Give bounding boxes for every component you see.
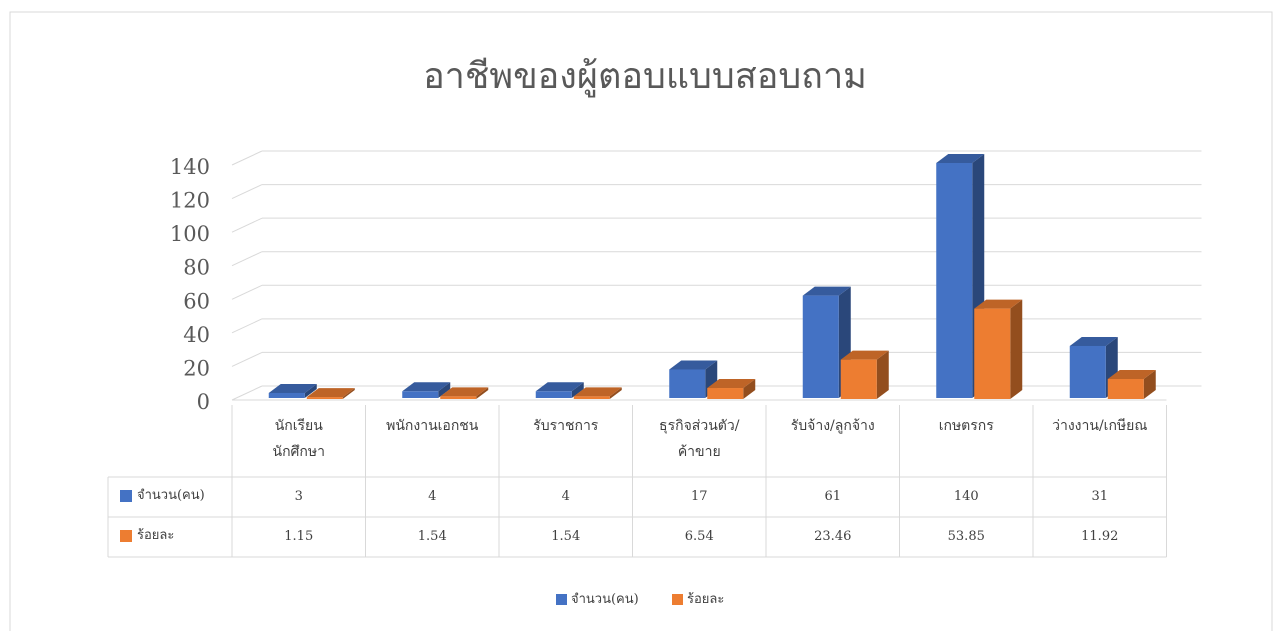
grid-line xyxy=(231,251,263,267)
bar-face xyxy=(840,359,877,399)
bar xyxy=(268,383,317,398)
bar-face xyxy=(402,382,451,392)
bar xyxy=(974,299,1023,399)
bar-face xyxy=(669,360,718,370)
grid-line xyxy=(231,284,263,300)
bar xyxy=(306,388,355,399)
table-series-name: ร้อยละ xyxy=(137,528,175,543)
bar-face xyxy=(438,382,451,398)
table-value: 3 xyxy=(294,489,303,504)
category-label: เกษตรกร xyxy=(938,418,994,434)
bar-face xyxy=(974,308,1011,399)
bar-face xyxy=(743,379,756,399)
bar-face xyxy=(573,396,610,399)
category-label: ว่างงาน/เกษียณ xyxy=(1052,418,1148,434)
bar-face xyxy=(840,350,889,360)
table-value: 23.46 xyxy=(814,529,852,544)
y-tick-label: 80 xyxy=(183,256,210,280)
category-label: นักเรียน นักศึกษา xyxy=(272,418,326,460)
table-value: 6.54 xyxy=(684,529,714,544)
legend-key xyxy=(672,594,683,605)
bar xyxy=(707,379,756,399)
bar-face xyxy=(1107,378,1144,399)
bar-face xyxy=(876,350,889,399)
bar-face xyxy=(304,383,317,398)
bar-face xyxy=(707,388,744,399)
bar-face xyxy=(609,387,622,399)
y-tick-label: 20 xyxy=(183,356,210,380)
bar-face xyxy=(440,387,489,397)
y-tick-label: 60 xyxy=(183,289,210,313)
table-value: 17 xyxy=(690,489,708,504)
table-value: 1.54 xyxy=(417,529,447,544)
bar xyxy=(840,350,889,399)
grid-line xyxy=(231,351,263,367)
grid-line xyxy=(231,318,263,334)
bar-face xyxy=(1107,369,1156,379)
bar-face xyxy=(535,391,572,398)
bar-face xyxy=(476,387,489,399)
bar-face xyxy=(1069,345,1106,398)
chart-title: อาชีพของผู้ตอบแบบสอบถาม xyxy=(423,56,867,98)
bar-face xyxy=(342,388,355,399)
category-label: รับจ้าง/ลูกจ้าง xyxy=(790,418,875,434)
bar xyxy=(1107,369,1156,399)
y-tick-label: 100 xyxy=(170,222,210,246)
table-value: 140 xyxy=(953,489,979,504)
table-series-name: จำนวน(คน) xyxy=(137,488,205,503)
bar-face xyxy=(306,397,343,399)
bar-face xyxy=(268,392,305,398)
table-value: 31 xyxy=(1091,489,1109,504)
legend-key xyxy=(556,594,567,605)
table-value: 1.54 xyxy=(551,529,581,544)
legend-label: ร้อยละ xyxy=(687,592,725,607)
bar-face xyxy=(1069,336,1118,346)
bar-face xyxy=(402,391,439,398)
bar xyxy=(802,286,851,398)
bar-face xyxy=(936,163,973,398)
y-tick-label: 0 xyxy=(197,390,210,414)
bar-face xyxy=(802,295,839,398)
table-legend-key xyxy=(120,530,132,542)
bar-face xyxy=(440,396,477,399)
table-value: 4 xyxy=(561,489,570,504)
table-value: 4 xyxy=(428,489,437,504)
bar-face xyxy=(1010,299,1023,399)
bar-face xyxy=(936,154,985,163)
bar-face xyxy=(571,382,584,398)
grid-line xyxy=(231,150,263,166)
bar-face xyxy=(268,383,317,393)
category-label: พนักงานเอกชน xyxy=(386,418,479,434)
y-tick-label: 40 xyxy=(183,323,210,347)
bar-face xyxy=(1143,369,1156,399)
grid-line xyxy=(231,217,263,233)
bar-face xyxy=(306,388,355,398)
category-label: ธุรกิจส่วนตัว/ ค้าขาย xyxy=(659,418,740,460)
bar xyxy=(573,387,622,399)
table-value: 11.92 xyxy=(1081,529,1119,544)
bar xyxy=(402,382,451,398)
category-label: รับราชการ xyxy=(533,418,599,434)
bar-face xyxy=(535,382,584,392)
legend-label: จำนวน(คน) xyxy=(571,592,639,607)
y-tick-label: 140 xyxy=(170,155,210,179)
bar-face xyxy=(802,286,851,296)
chart-frame xyxy=(9,11,1273,631)
bar xyxy=(440,387,489,399)
grid-line xyxy=(231,385,263,401)
table-value: 61 xyxy=(824,489,842,504)
grid-line xyxy=(231,184,263,200)
bar-face xyxy=(573,387,622,397)
bar-face xyxy=(707,379,756,389)
bar xyxy=(535,382,584,398)
table-legend-key xyxy=(120,490,132,502)
bar-face xyxy=(974,299,1023,309)
table-value: 1.15 xyxy=(284,529,314,544)
bar-face xyxy=(669,369,706,398)
y-tick-label: 120 xyxy=(170,189,210,213)
table-value: 53.85 xyxy=(947,529,985,544)
